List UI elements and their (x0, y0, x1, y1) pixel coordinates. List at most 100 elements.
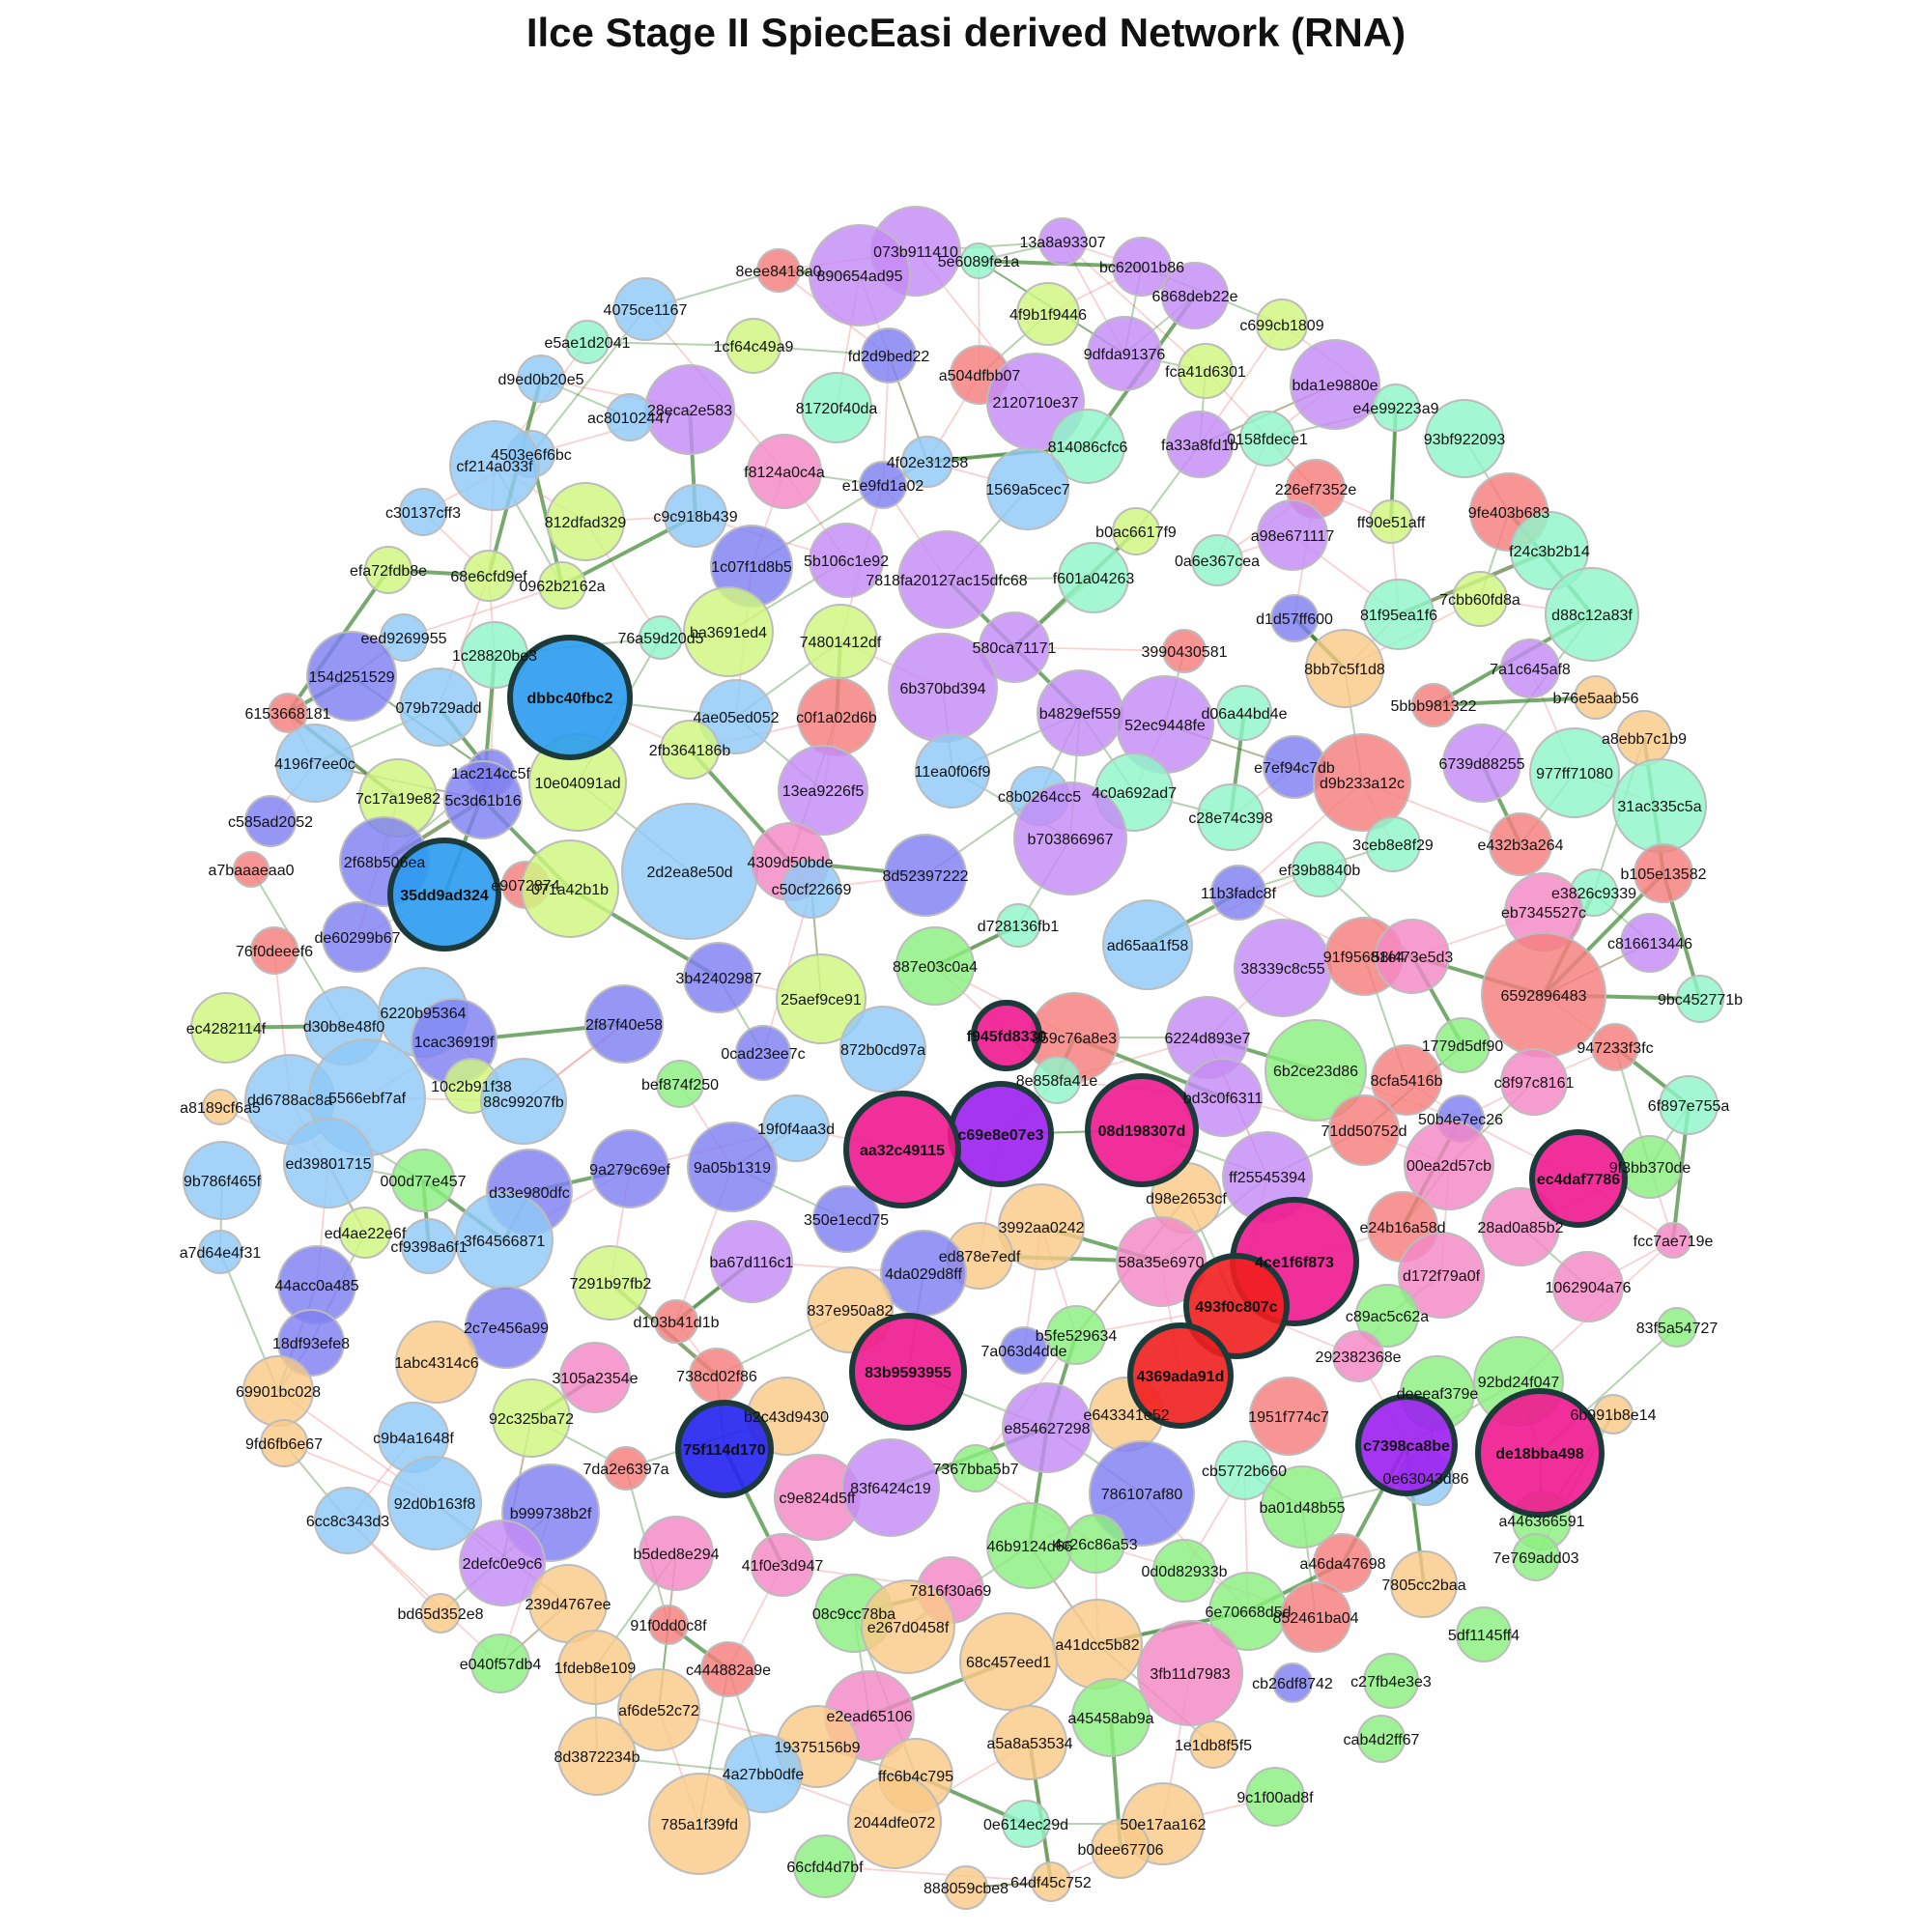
network-node[interactable] (751, 1533, 814, 1597)
network-node[interactable] (1058, 542, 1129, 613)
network-node[interactable] (1305, 629, 1384, 708)
network-node[interactable] (277, 1309, 345, 1377)
network-node[interactable] (190, 992, 262, 1064)
network-node[interactable] (1390, 1550, 1458, 1618)
network-node[interactable] (1371, 1044, 1442, 1116)
network-node[interactable] (260, 1419, 308, 1467)
network-node[interactable] (183, 1141, 262, 1220)
network-node[interactable] (443, 760, 523, 839)
network-node[interactable] (538, 561, 586, 610)
network-node[interactable] (314, 1487, 382, 1554)
network-node[interactable] (915, 733, 990, 809)
network-node[interactable] (198, 1230, 242, 1274)
network-node[interactable] (861, 1579, 955, 1674)
network-node[interactable] (1152, 1539, 1216, 1603)
network-node[interactable] (339, 1207, 391, 1259)
hub-node[interactable] (1529, 1129, 1628, 1228)
hub-node[interactable] (387, 838, 501, 952)
network-node[interactable] (395, 1321, 478, 1404)
network-node[interactable] (1332, 1330, 1384, 1382)
network-node[interactable] (756, 248, 801, 293)
network-node[interactable] (1363, 579, 1435, 650)
network-node[interactable] (1002, 1382, 1093, 1473)
network-node[interactable] (1033, 1056, 1081, 1104)
network-node[interactable] (1313, 733, 1411, 832)
network-node[interactable] (1038, 217, 1087, 266)
network-node[interactable] (1655, 1222, 1691, 1259)
network-node[interactable] (1102, 899, 1193, 990)
network-node[interactable] (1071, 1678, 1151, 1757)
network-node[interactable] (664, 484, 727, 548)
network-node[interactable] (492, 1378, 571, 1458)
network-node[interactable] (1313, 1533, 1373, 1593)
hub-node[interactable] (971, 1000, 1042, 1071)
network-node[interactable] (391, 1149, 455, 1212)
network-node[interactable] (1280, 1581, 1351, 1653)
network-node[interactable] (1249, 1377, 1328, 1456)
network-node[interactable] (557, 1717, 637, 1796)
network-node[interactable] (1116, 1216, 1207, 1307)
network-node[interactable] (1214, 1440, 1274, 1500)
network-node[interactable] (1112, 507, 1160, 555)
network-node[interactable] (656, 1060, 704, 1108)
network-node[interactable] (1369, 499, 1413, 544)
network-node[interactable] (1239, 411, 1295, 467)
network-node[interactable] (793, 1834, 857, 1898)
network-node[interactable] (1216, 685, 1272, 741)
network-node[interactable] (1529, 727, 1620, 818)
network-node[interactable] (648, 1605, 689, 1645)
hub-node[interactable] (507, 635, 633, 760)
network-node[interactable] (1270, 594, 1319, 642)
network-node[interactable] (1593, 1394, 1634, 1435)
network-node[interactable] (1290, 339, 1380, 430)
network-node[interactable] (1411, 683, 1456, 727)
network-node[interactable] (710, 1220, 793, 1303)
hub-node[interactable] (849, 1313, 967, 1431)
network-node[interactable] (986, 447, 1069, 530)
network-node[interactable] (1634, 843, 1693, 903)
network-node[interactable] (687, 1122, 778, 1212)
network-node[interactable] (1256, 298, 1308, 351)
network-node[interactable] (1292, 841, 1348, 897)
network-node[interactable] (463, 550, 515, 602)
network-node[interactable] (1189, 1720, 1237, 1769)
network-node[interactable] (639, 1516, 714, 1591)
hub-node[interactable] (1183, 1253, 1290, 1359)
network-node[interactable] (1197, 783, 1264, 851)
network-node[interactable] (420, 1593, 461, 1634)
network-node[interactable] (1328, 1094, 1400, 1166)
network-node[interactable] (399, 668, 478, 747)
network-node[interactable] (604, 1446, 648, 1491)
network-node[interactable] (781, 859, 841, 919)
network-node[interactable] (1016, 282, 1080, 346)
network-node[interactable] (573, 1245, 648, 1321)
network-node[interactable] (559, 1342, 631, 1413)
network-node[interactable] (322, 901, 393, 973)
network-node[interactable] (809, 523, 884, 598)
network-node[interactable] (1552, 1251, 1624, 1322)
network-node[interactable] (861, 327, 917, 384)
network-node[interactable] (1425, 399, 1504, 478)
network-node[interactable] (1191, 534, 1243, 586)
network-node[interactable] (584, 984, 664, 1064)
network-node[interactable] (517, 355, 565, 403)
network-node[interactable] (1442, 724, 1521, 803)
network-node[interactable] (724, 1734, 803, 1813)
network-node[interactable] (1375, 919, 1450, 994)
network-node[interactable] (1363, 1653, 1419, 1709)
network-node[interactable] (654, 1299, 698, 1344)
network-node[interactable] (1162, 629, 1207, 673)
network-node[interactable] (1050, 409, 1125, 484)
network-node[interactable] (1659, 1075, 1719, 1135)
network-node[interactable] (952, 1444, 1000, 1492)
network-node[interactable] (1489, 812, 1552, 876)
network-node[interactable] (1261, 1465, 1344, 1548)
network-node[interactable] (812, 1185, 880, 1253)
network-node[interactable] (387, 1456, 482, 1550)
network-node[interactable] (250, 926, 298, 975)
network-node[interactable] (1456, 1606, 1512, 1662)
network-node[interactable] (306, 631, 397, 722)
network-node[interactable] (700, 1641, 756, 1697)
network-node[interactable] (1166, 411, 1234, 478)
hub-node[interactable] (1355, 1394, 1458, 1496)
